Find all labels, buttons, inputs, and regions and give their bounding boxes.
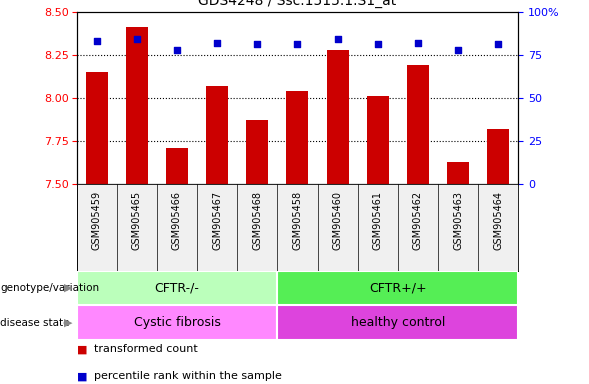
Text: ▶: ▶ [64, 318, 72, 328]
Point [413, 40, 423, 46]
Bar [487, 129, 509, 184]
Text: GSM905465: GSM905465 [132, 191, 142, 250]
Text: healthy control: healthy control [350, 316, 445, 329]
Text: GSM905467: GSM905467 [212, 191, 222, 250]
Bar [326, 50, 349, 184]
Bar [85, 72, 108, 184]
Text: CFTR+/+: CFTR+/+ [369, 281, 426, 295]
Text: GSM905459: GSM905459 [92, 191, 102, 250]
Text: genotype/variation: genotype/variation [0, 283, 99, 293]
Point [454, 46, 463, 53]
Text: Cystic fibrosis: Cystic fibrosis [134, 316, 220, 329]
Point [132, 36, 141, 42]
Point [253, 41, 262, 47]
Text: GSM905458: GSM905458 [293, 191, 302, 250]
Text: GSM905463: GSM905463 [453, 191, 463, 250]
Text: GSM905460: GSM905460 [333, 191, 343, 250]
Text: disease state: disease state [0, 318, 70, 328]
Bar [407, 65, 429, 184]
Point [92, 38, 101, 44]
Bar [246, 120, 269, 184]
Bar [277, 305, 518, 340]
Text: ▶: ▶ [64, 283, 72, 293]
Title: GDS4248 / Ssc.1515.1.S1_at: GDS4248 / Ssc.1515.1.S1_at [198, 0, 396, 8]
Point [172, 46, 181, 53]
Text: percentile rank within the sample: percentile rank within the sample [94, 371, 282, 381]
Text: GSM905464: GSM905464 [493, 191, 503, 250]
Bar [286, 91, 309, 184]
Bar [126, 27, 148, 184]
Point [333, 36, 342, 42]
Bar [206, 86, 228, 184]
Text: CFTR-/-: CFTR-/- [154, 281, 200, 295]
Point [373, 41, 382, 47]
Text: GSM905468: GSM905468 [252, 191, 262, 250]
Bar [277, 271, 518, 305]
Text: transformed count: transformed count [94, 344, 198, 354]
Text: ■: ■ [77, 371, 87, 381]
Bar [367, 96, 389, 184]
Bar [166, 148, 188, 184]
Point [293, 41, 302, 47]
Text: GSM905461: GSM905461 [373, 191, 383, 250]
Text: GSM905462: GSM905462 [413, 191, 423, 250]
Point [494, 41, 503, 47]
Text: ■: ■ [77, 344, 87, 354]
Bar [77, 305, 277, 340]
Text: GSM905466: GSM905466 [172, 191, 182, 250]
Point [213, 40, 222, 46]
Bar [447, 162, 469, 184]
Bar [77, 271, 277, 305]
